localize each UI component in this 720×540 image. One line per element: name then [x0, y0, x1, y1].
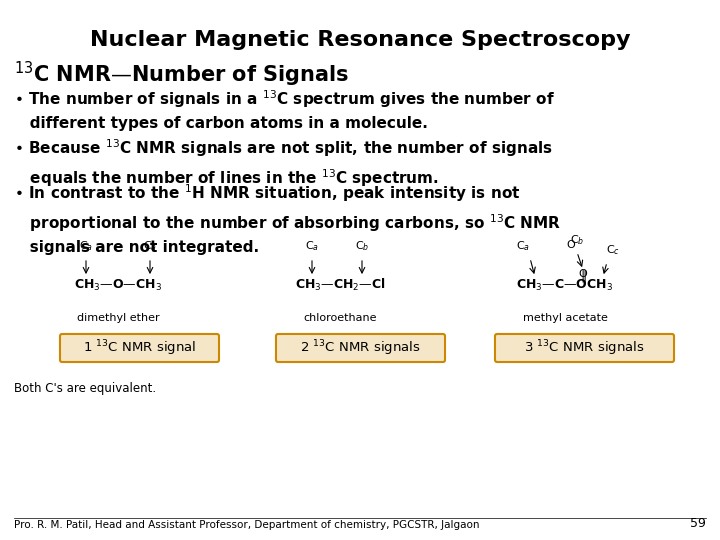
Text: CH$_3$—O—CH$_3$: CH$_3$—O—CH$_3$ — [74, 278, 162, 293]
Text: $^{13}$C NMR—Number of Signals: $^{13}$C NMR—Number of Signals — [14, 60, 349, 89]
Text: dimethyl ether: dimethyl ether — [77, 313, 159, 323]
Text: • In contrast to the $^{1}$H NMR situation, peak intensity is not
   proportiona: • In contrast to the $^{1}$H NMR situati… — [14, 182, 561, 255]
Text: 2 $^{13}$C NMR signals: 2 $^{13}$C NMR signals — [300, 338, 420, 358]
Text: O: O — [567, 240, 575, 250]
Text: • The number of signals in a $^{13}$C spectrum gives the number of
   different : • The number of signals in a $^{13}$C sp… — [14, 88, 555, 131]
Text: CH$_3$—CH$_2$—Cl: CH$_3$—CH$_2$—Cl — [294, 277, 385, 293]
Text: Pro. R. M. Patil, Head and Assistant Professor, Department of chemistry, PGCSTR,: Pro. R. M. Patil, Head and Assistant Pro… — [14, 520, 480, 530]
FancyBboxPatch shape — [495, 334, 674, 362]
FancyBboxPatch shape — [276, 334, 445, 362]
Text: 1 $^{13}$C NMR signal: 1 $^{13}$C NMR signal — [84, 338, 197, 358]
Text: 59: 59 — [690, 517, 706, 530]
Text: O: O — [579, 269, 588, 279]
Text: C$_c$: C$_c$ — [606, 243, 620, 257]
Text: ‖: ‖ — [580, 270, 586, 283]
Text: 3 $^{13}$C NMR signals: 3 $^{13}$C NMR signals — [523, 338, 644, 358]
Text: • Because $^{13}$C NMR signals are not split, the number of signals
   equals th: • Because $^{13}$C NMR signals are not s… — [14, 137, 553, 189]
Text: C$_a$: C$_a$ — [516, 239, 530, 253]
Text: C$_b$: C$_b$ — [570, 233, 584, 247]
Text: C$_a$: C$_a$ — [79, 239, 93, 253]
Text: CH$_3$—C—OCH$_3$: CH$_3$—C—OCH$_3$ — [516, 278, 613, 293]
Text: Nuclear Magnetic Resonance Spectroscopy: Nuclear Magnetic Resonance Spectroscopy — [90, 30, 630, 50]
Text: Both C's are equivalent.: Both C's are equivalent. — [14, 382, 156, 395]
Text: C$_a$: C$_a$ — [143, 239, 157, 253]
Text: methyl acetate: methyl acetate — [523, 313, 608, 323]
Text: C$_a$: C$_a$ — [305, 239, 319, 253]
Text: chloroethane: chloroethane — [303, 313, 377, 323]
FancyBboxPatch shape — [60, 334, 219, 362]
Text: C$_b$: C$_b$ — [355, 239, 369, 253]
